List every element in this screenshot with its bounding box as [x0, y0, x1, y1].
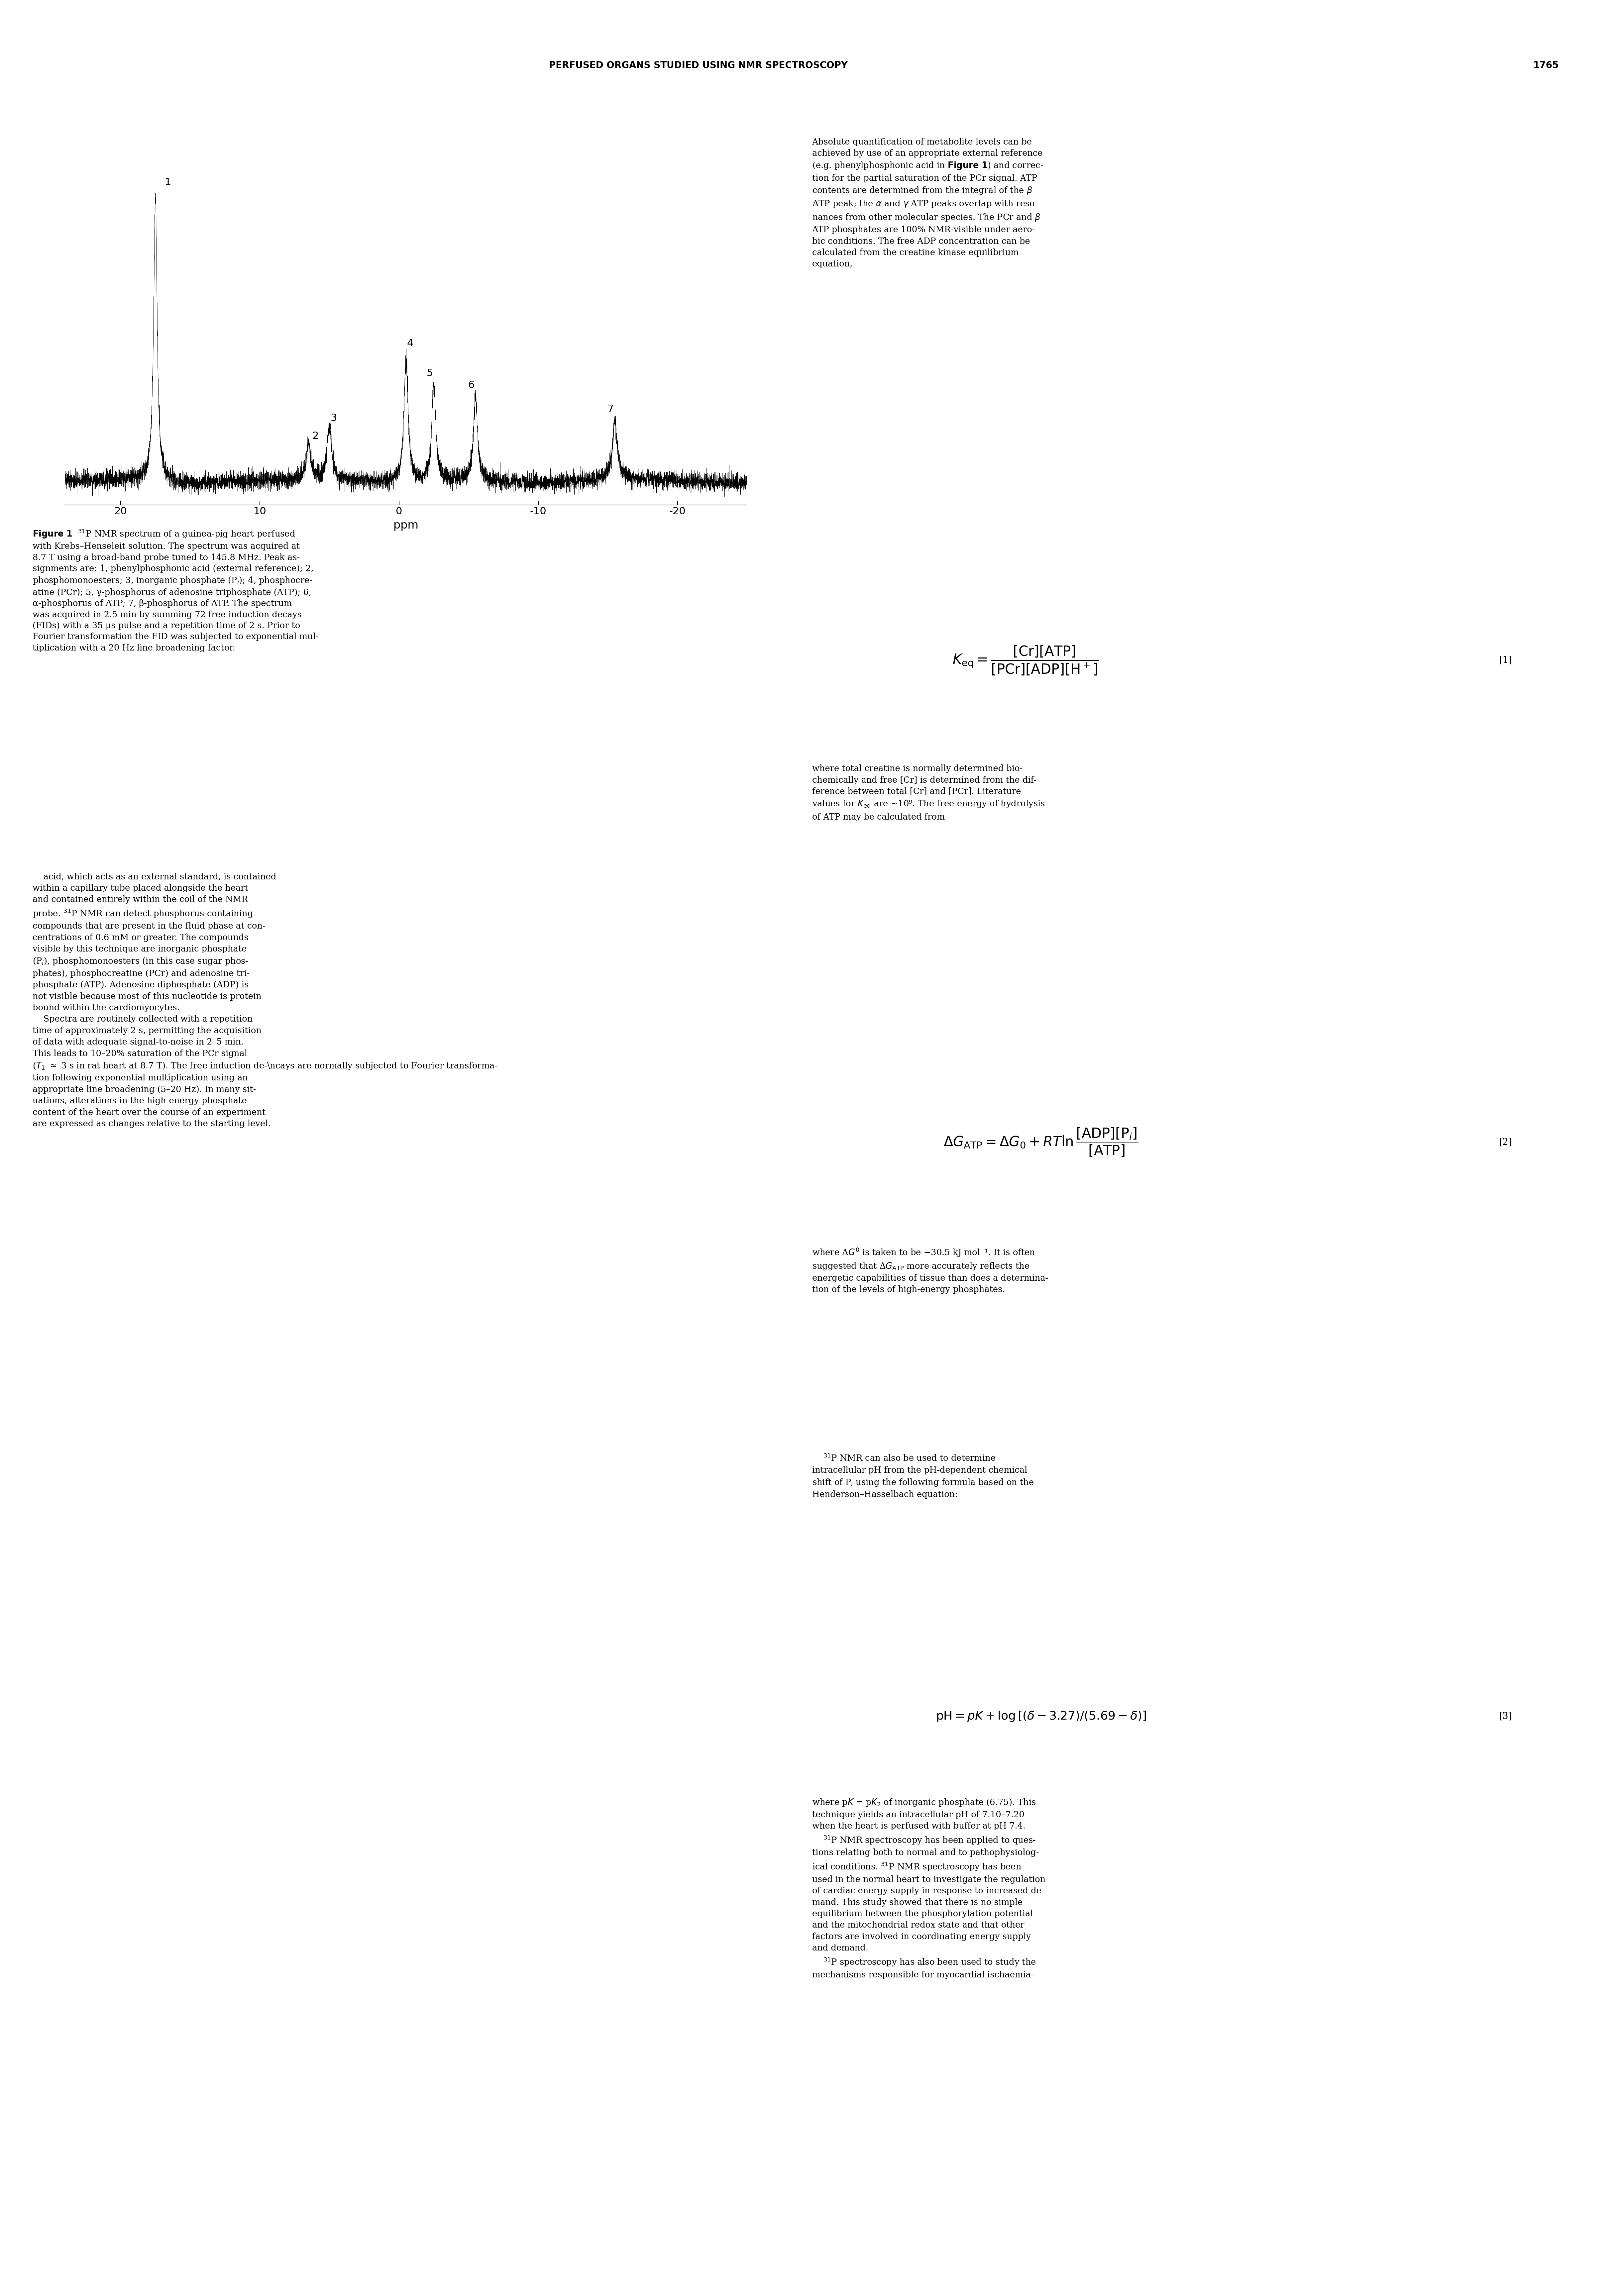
X-axis label: ppm: ppm [393, 521, 419, 530]
Text: acid, which acts as an external standard, is contained
within a capillary tube p: acid, which acts as an external standard… [32, 872, 497, 1127]
Text: $\mathbf{Figure\ 1}$  $^{31}$P NMR spectrum of a guinea-pig heart perfused
with : $\mathbf{Figure\ 1}$ $^{31}$P NMR spectr… [32, 528, 318, 652]
Text: $\Delta G_{\mathrm{ATP}} = \Delta G_0 + RT\ln\dfrac{[\mathrm{ADP}][\mathrm{P}_i]: $\Delta G_{\mathrm{ATP}} = \Delta G_0 + … [944, 1127, 1138, 1157]
Text: 7: 7 [607, 404, 614, 413]
Text: 1: 1 [164, 177, 171, 186]
Text: 4: 4 [408, 340, 414, 349]
Text: $K_{\mathrm{eq}} = \dfrac{[\mathrm{Cr}][\mathrm{ATP}]}{[\mathrm{PCr}][\mathrm{AD: $K_{\mathrm{eq}} = \dfrac{[\mathrm{Cr}][… [952, 645, 1099, 675]
Text: 5: 5 [427, 370, 434, 379]
Text: where total creatine is normally determined bio-
chemically and free [Cr] is det: where total creatine is normally determi… [812, 765, 1044, 822]
Text: 6: 6 [468, 381, 474, 390]
Text: $^{31}$P NMR can also be used to determine
intracellular pH from the pH-dependen: $^{31}$P NMR can also be used to determi… [812, 1453, 1034, 1499]
Text: [3]: [3] [1499, 1713, 1512, 1720]
Text: where p$K$ = p$K_2$ of inorganic phosphate (6.75). This
technique yields an intr: where p$K$ = p$K_2$ of inorganic phospha… [812, 1798, 1046, 1979]
Text: [2]: [2] [1499, 1139, 1512, 1146]
Text: PERFUSED ORGANS STUDIED USING NMR SPECTROSCOPY: PERFUSED ORGANS STUDIED USING NMR SPECTR… [549, 60, 848, 71]
Text: [1]: [1] [1499, 657, 1512, 664]
Text: 3: 3 [330, 413, 336, 422]
Text: Absolute quantification of metabolite levels can be
achieved by use of an approp: Absolute quantification of metabolite le… [812, 138, 1043, 269]
Text: $\mathrm{pH} = p\mathit{K} + \log\left[(\delta - 3.27)/(5.69 - \delta)\right]$: $\mathrm{pH} = p\mathit{K} + \log\left[(… [935, 1711, 1147, 1722]
Text: where Δ$G^0$ is taken to be −30.5 kJ mol⁻¹. It is often
suggested that Δ$G_{\mat: where Δ$G^0$ is taken to be −30.5 kJ mol… [812, 1247, 1047, 1293]
Text: 2: 2 [312, 432, 318, 441]
Text: 1765: 1765 [1533, 60, 1559, 71]
